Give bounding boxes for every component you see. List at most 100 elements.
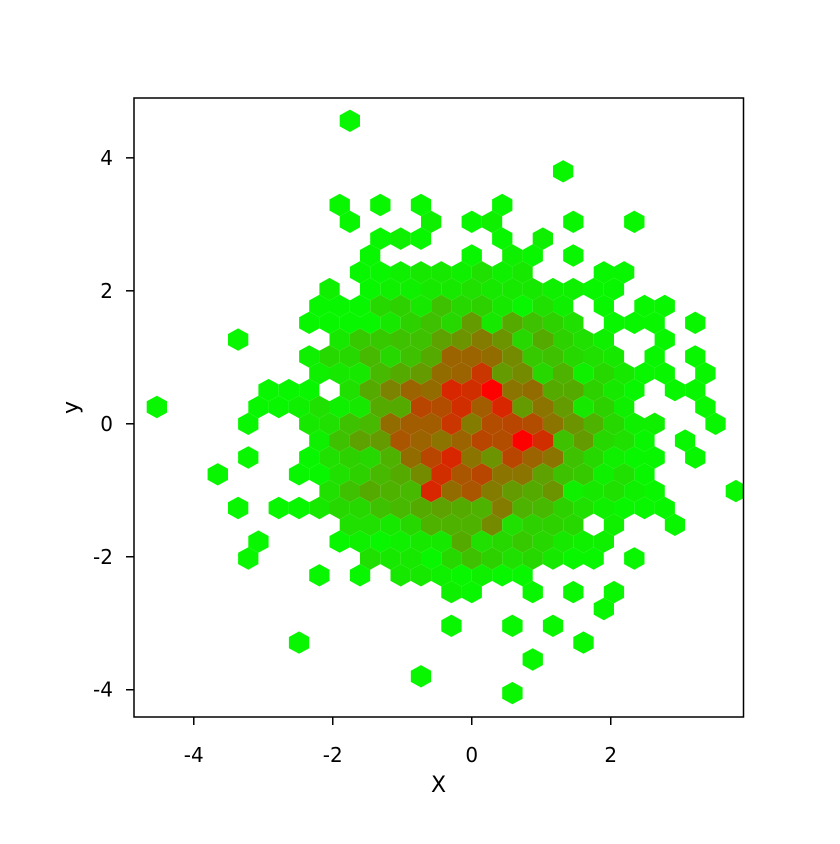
hex-cell [238, 547, 259, 570]
hex-cell [492, 193, 513, 217]
hex-cell [553, 429, 574, 452]
hex-cell [481, 513, 503, 536]
hex-cell [421, 412, 442, 435]
hex-cell [288, 496, 310, 520]
hex-cell [390, 530, 411, 553]
hex-cell [502, 547, 523, 570]
hex-cell [390, 395, 411, 419]
hex-cell [624, 210, 645, 233]
hex-cell [228, 496, 249, 520]
hex-cell [603, 479, 625, 503]
hex-cell [654, 294, 675, 318]
hex-cell [603, 446, 625, 469]
hex-cell [390, 496, 411, 520]
hex-cell [512, 362, 533, 385]
hex-cell [360, 244, 381, 267]
hex-cell [553, 530, 574, 553]
hex-cell [522, 580, 543, 604]
hex-cell [461, 547, 482, 570]
hex-cell [441, 580, 462, 604]
hex-cell [349, 328, 371, 351]
hex-cell [461, 479, 482, 503]
hex-cell [299, 345, 320, 368]
hex-cell [360, 345, 381, 368]
hex-cell [370, 496, 391, 520]
x-tick-label: -2 [323, 743, 343, 767]
hex-cell [309, 564, 330, 587]
hex-cell [410, 362, 432, 385]
hex-cell [441, 513, 462, 536]
hex-cell [492, 362, 513, 385]
hex-cell [461, 378, 482, 402]
hex-cell [288, 463, 310, 486]
hex-cell [502, 513, 523, 536]
hex-cell [329, 328, 350, 351]
hex-cell [481, 345, 503, 368]
hex-cell [360, 479, 381, 503]
hex-cell [370, 193, 391, 217]
hex-cell [288, 631, 310, 654]
hex-cell [573, 463, 594, 486]
hex-cell [441, 378, 462, 402]
hex-cell [512, 429, 533, 452]
hex-cell [309, 362, 330, 385]
hex-cell [512, 530, 533, 553]
hex-cell [441, 547, 462, 570]
hex-cell [431, 463, 452, 486]
hex-cell [228, 328, 249, 351]
hex-cell [583, 446, 604, 469]
hex-cell [278, 378, 300, 402]
hex-cell [410, 530, 432, 553]
hex-cell [329, 294, 350, 318]
hex-cell [451, 429, 472, 452]
hex-cell [553, 362, 574, 385]
hex-cell [360, 513, 381, 536]
hex-cell [471, 294, 493, 318]
hex-cell [553, 160, 574, 183]
hex-cell [512, 395, 533, 419]
hex-cell [502, 479, 523, 503]
hex-cell [268, 496, 289, 520]
hex-cell [471, 564, 493, 587]
hex-cell [634, 496, 655, 520]
hex-cell [461, 446, 482, 469]
hex-cell [542, 513, 564, 536]
hex-cell [309, 463, 330, 486]
x-axis-label: X [431, 773, 446, 798]
hex-cell [441, 412, 462, 435]
hex-cell [471, 463, 493, 486]
hex-cell [512, 328, 533, 351]
hex-cell [603, 412, 625, 435]
hex-cell [390, 564, 411, 587]
hex-cell [492, 328, 513, 351]
hex-cell [431, 429, 452, 452]
hex-cell [634, 463, 655, 486]
hex-cell [532, 227, 553, 250]
hex-cell [654, 328, 675, 351]
hex-cell [319, 277, 340, 301]
hexbin-cells-layer [146, 109, 744, 705]
hex-cell [532, 463, 553, 486]
hex-cell [674, 429, 696, 452]
hex-cell [410, 496, 432, 520]
hex-cell [360, 378, 381, 402]
hex-cell [380, 547, 401, 570]
hex-cell [339, 513, 360, 536]
hex-cell [461, 412, 482, 435]
hex-cell [573, 362, 594, 385]
hex-cell [146, 395, 167, 419]
hex-cell [441, 614, 462, 637]
hex-cell [512, 564, 533, 587]
x-tick-label: 0 [465, 743, 478, 767]
hex-cell [461, 580, 482, 604]
hex-cell [349, 395, 371, 419]
y-tick-label: 4 [100, 146, 113, 170]
hex-cell [349, 362, 371, 385]
hex-cell [299, 378, 320, 402]
hex-cell [461, 513, 482, 536]
hex-cell [370, 429, 391, 452]
hex-cell [522, 277, 543, 301]
hex-cell [603, 580, 625, 604]
hex-cell [532, 496, 553, 520]
